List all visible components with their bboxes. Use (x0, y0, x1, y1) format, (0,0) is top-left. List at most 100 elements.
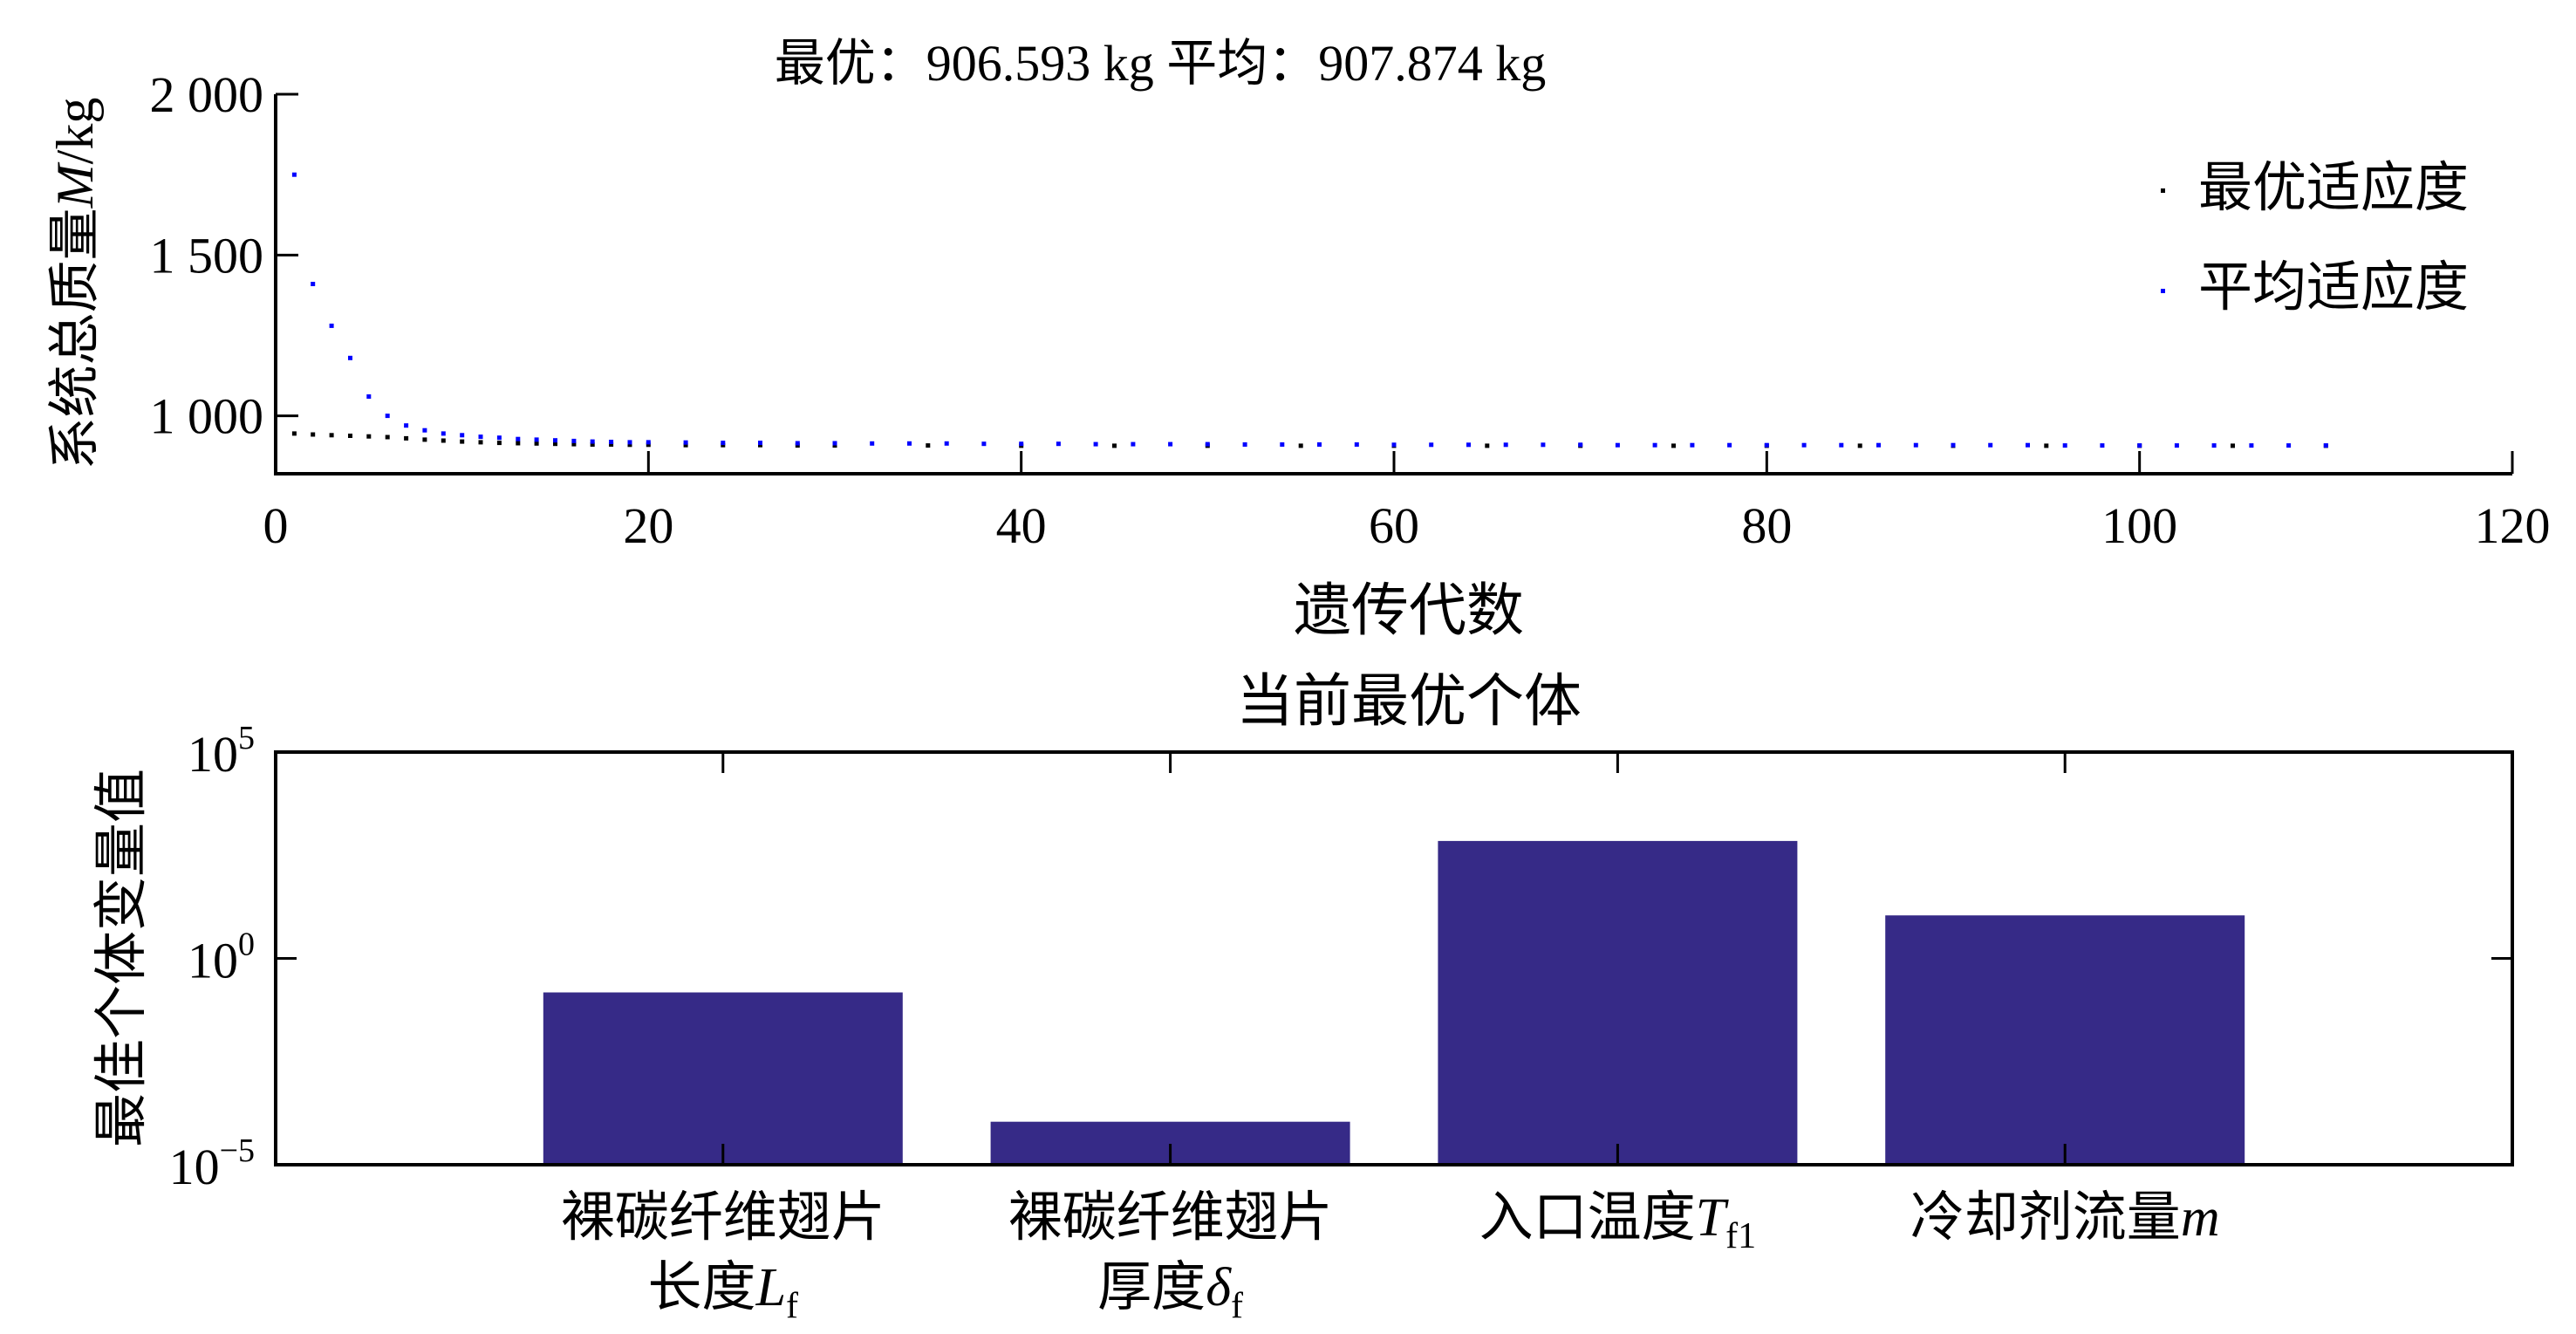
best-fitness-series (291, 431, 2328, 448)
data-point (311, 432, 316, 437)
tick-exponent: −5 (220, 1132, 255, 1169)
data-point (1019, 441, 1024, 447)
y-label-symbol: M (46, 161, 104, 209)
data-point (496, 441, 502, 446)
data-point (1988, 442, 1993, 448)
category-text: 长度 (648, 1258, 756, 1317)
x-tick-label: 80 (1741, 497, 1792, 554)
data-point (366, 434, 372, 439)
category-label: 入口温度Tf1 (1479, 1188, 1756, 1256)
data-point (348, 434, 352, 438)
category-text: 入口温度 (1479, 1188, 1696, 1248)
data-point (1056, 441, 1061, 447)
top-x-axis-label: 遗传代数 (1294, 579, 1524, 643)
data-point (795, 443, 800, 448)
data-point (1913, 442, 1918, 448)
data-point (646, 440, 651, 445)
data-point (926, 443, 931, 448)
bar (1438, 840, 1798, 1165)
category-text: 厚度 (1097, 1258, 1206, 1317)
data-point (2026, 442, 2030, 448)
data-point (291, 431, 297, 436)
data-point (683, 440, 688, 445)
category-text: 裸碳纤维翅片 (1008, 1188, 1333, 1248)
category-label-line2: 厚度δf (1097, 1258, 1243, 1326)
data-point (329, 433, 334, 438)
data-point (404, 423, 409, 428)
y-tick-label: 2 000 (150, 66, 264, 123)
data-point (1429, 442, 1434, 448)
bar (543, 992, 903, 1165)
data-point (683, 442, 688, 448)
data-point (2137, 443, 2142, 448)
data-point (516, 436, 521, 441)
data-point (2323, 443, 2328, 448)
data-point (758, 441, 762, 446)
top-x-ticks: 0 20 40 60 80 100 120 (263, 451, 2551, 554)
category-symbol: δ (1206, 1258, 1232, 1317)
category-subscript: f (786, 1286, 798, 1326)
data-point (571, 438, 577, 443)
y-tick-label: 10−5 (169, 1132, 255, 1195)
average-fitness-series (291, 172, 2328, 448)
data-point (1690, 442, 1695, 448)
tick-exponent: 5 (238, 720, 255, 756)
data-point (516, 441, 521, 446)
tick-exponent: 0 (238, 927, 255, 963)
data-point (422, 437, 427, 442)
top-chart-title: 最优：906.593 kg 平均：907.874 kg (775, 35, 1547, 92)
data-point (1112, 443, 1117, 448)
data-point (441, 431, 446, 436)
top-y-ticks: 1 000 1 500 2 000 (150, 66, 298, 445)
legend-marker-best (2161, 188, 2165, 193)
bottom-ticks (276, 750, 2512, 1166)
tick-base: 10 (188, 726, 238, 783)
y-tick-label: 1 000 (150, 388, 264, 445)
data-point (534, 437, 539, 442)
data-point (553, 441, 557, 447)
data-point (329, 323, 334, 328)
data-point (1764, 442, 1769, 448)
legend: 最优适应度 平均适应度 (2161, 159, 2469, 318)
data-point (1951, 442, 1956, 448)
data-point (2044, 443, 2049, 448)
data-point (1615, 442, 1620, 448)
tick-base: 10 (188, 933, 238, 989)
bar (1885, 915, 2245, 1165)
data-point (1839, 442, 1844, 448)
data-point (627, 440, 632, 445)
category-label: 冷却剂流量m (1910, 1188, 2220, 1248)
data-point (2249, 443, 2254, 448)
bars (543, 840, 2245, 1165)
data-point (422, 428, 427, 433)
data-point (721, 441, 726, 446)
data-point (758, 442, 762, 448)
data-point (1727, 442, 1732, 448)
category-symbol: m (2181, 1188, 2220, 1248)
bottom-y-axis-label: 最佳个体变量值 (92, 769, 152, 1147)
data-point (627, 442, 632, 448)
data-point (1876, 442, 1881, 448)
data-point (311, 282, 316, 286)
category-label-line1: 入口温度Tf1 (1479, 1188, 1756, 1256)
y-label-unit: /kg (46, 98, 104, 165)
data-point (870, 441, 875, 446)
data-point (460, 433, 465, 438)
data-point (646, 442, 651, 448)
legend-label-average: 平均适应度 (2198, 258, 2469, 318)
data-point (1485, 443, 1490, 448)
category-label-line1: 裸碳纤维翅片 (561, 1188, 885, 1248)
data-point (981, 441, 987, 447)
category-label-line1: 冷却剂流量m (1910, 1188, 2220, 1248)
y-tick-label: 105 (188, 720, 255, 783)
data-point (534, 441, 539, 446)
data-point (944, 441, 949, 446)
data-point (478, 434, 483, 440)
data-point (1280, 442, 1285, 447)
data-point (907, 441, 912, 446)
data-point (478, 440, 483, 445)
